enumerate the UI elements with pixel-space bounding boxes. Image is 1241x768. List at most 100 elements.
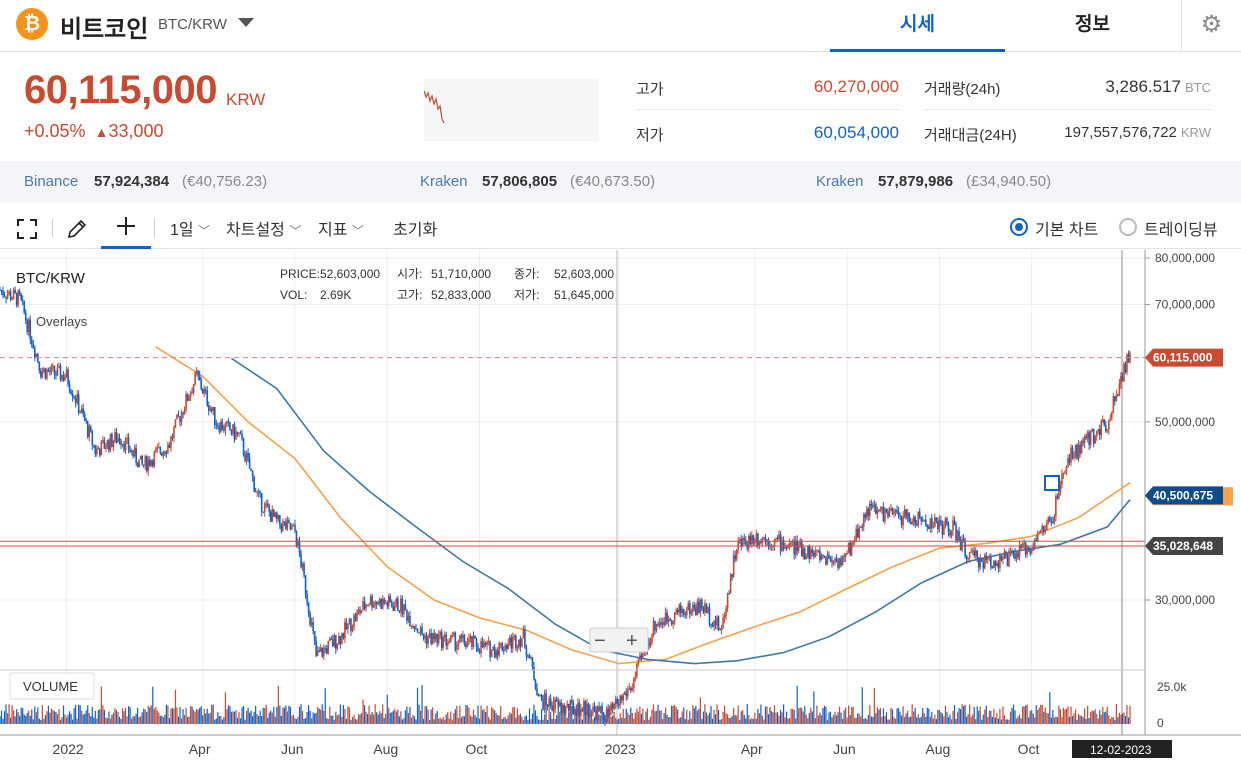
candle-body [751, 535, 753, 545]
volume-bar [814, 718, 816, 724]
drawing-handle[interactable] [1044, 475, 1060, 491]
volume-bar [610, 716, 612, 724]
exchange-name[interactable]: Binance [24, 173, 79, 190]
radio-basic-chart[interactable] [1010, 218, 1028, 236]
crosshair-tool[interactable] [101, 203, 151, 249]
candle-body [1088, 432, 1090, 446]
candle-body [144, 456, 147, 466]
candle-body [732, 555, 735, 577]
volume-bar [109, 718, 112, 724]
candle-body [654, 621, 656, 631]
candle-body [307, 602, 310, 614]
candle-body [999, 555, 1001, 569]
candle-body [150, 460, 153, 466]
chart-settings-menu[interactable]: 차트설정 ﹀ [226, 216, 301, 240]
candle-body [980, 558, 983, 562]
candle-body [319, 647, 322, 652]
candle-body [448, 641, 451, 644]
volume-bar [49, 712, 51, 724]
volume-bar [376, 712, 378, 724]
candle-body [726, 593, 729, 609]
candle-body [905, 509, 907, 518]
volume-bar [418, 704, 420, 724]
pencil-icon[interactable] [66, 218, 88, 240]
reset-button[interactable]: 초기화 [393, 222, 438, 239]
volume-bar [683, 707, 685, 724]
candle-body [844, 553, 847, 558]
volume-bar [150, 705, 152, 724]
basic-chart-label[interactable]: 기본 차트 [1035, 222, 1099, 239]
zoom-controls [589, 627, 649, 653]
candle-body [27, 319, 30, 332]
coin-name[interactable]: 비트코인 [60, 16, 149, 43]
volume-bar [1109, 719, 1111, 724]
candle-body [828, 554, 830, 559]
candle-body [400, 598, 402, 612]
candle-body [245, 452, 248, 461]
volume-bar [252, 716, 254, 724]
candle-body [480, 641, 482, 654]
zoom-in-button[interactable]: + [626, 630, 638, 652]
exchange-name[interactable]: Kraken [420, 173, 468, 190]
candle-body [1079, 444, 1081, 454]
volume-bar [711, 718, 714, 724]
volume-bar [562, 706, 564, 724]
indicators-menu[interactable]: 지표 ﹀ [318, 216, 364, 240]
price-chart[interactable]: 60,115,00040,400,00040,500,67535,028,648… [0, 250, 1241, 768]
volume-bar [441, 719, 443, 724]
volume-bar [379, 711, 381, 724]
volume-bar [318, 708, 320, 724]
candle-body [763, 537, 765, 539]
candle-body [136, 462, 139, 468]
volume-bar [891, 709, 894, 724]
tradingview-label[interactable]: 트레이딩뷰 [1144, 222, 1218, 239]
candle-body [592, 706, 594, 714]
candle-body [392, 606, 395, 611]
interval-select[interactable]: 1일 ﹀ [170, 216, 210, 240]
candle-body [887, 512, 889, 517]
volume-bar [67, 714, 69, 724]
candle-body [283, 521, 286, 523]
fullscreen-icon[interactable] [17, 219, 37, 239]
volume-bar [1097, 718, 1099, 724]
volume-bar [551, 718, 553, 724]
volume-bar [353, 715, 355, 724]
radio-tradingview[interactable] [1119, 218, 1137, 236]
candle-body [557, 701, 559, 706]
volume-bar [409, 707, 411, 724]
volume-bar [1099, 709, 1101, 724]
tab-price[interactable]: 시세 [830, 0, 1005, 52]
chevron-down-icon[interactable] [238, 18, 254, 27]
volume-bar [271, 712, 273, 724]
candle-body [1050, 521, 1053, 523]
volume-bar [453, 713, 455, 724]
coin-pair[interactable]: BTC/KRW [158, 16, 227, 33]
volume-bar [919, 717, 921, 724]
exchange-name[interactable]: Kraken [816, 173, 864, 190]
overlays-label[interactable]: Overlays [36, 314, 88, 329]
candle-body [276, 512, 278, 520]
candle-body [443, 634, 446, 637]
volume-bar [612, 715, 614, 724]
candle-body [132, 450, 134, 457]
candle-body [99, 449, 101, 456]
candle-body [524, 629, 526, 649]
candle-body [286, 520, 289, 529]
volume-bar [300, 704, 302, 724]
volume-bar [226, 709, 228, 724]
volume-bar [174, 689, 177, 724]
candle-body [596, 706, 599, 721]
zoom-out-button[interactable]: − [594, 630, 606, 652]
candle-body [687, 603, 690, 610]
volume-bar [403, 718, 405, 724]
volume-bar [593, 717, 596, 724]
candle-body [994, 561, 997, 567]
volume-bar [227, 705, 230, 724]
candle-body [88, 426, 91, 437]
volume-bar [412, 715, 414, 724]
gear-icon[interactable]: ⚙ [1181, 0, 1241, 52]
tab-info[interactable]: 정보 [1075, 14, 1110, 35]
volume-bar [542, 719, 544, 724]
volume-bar [463, 716, 466, 724]
